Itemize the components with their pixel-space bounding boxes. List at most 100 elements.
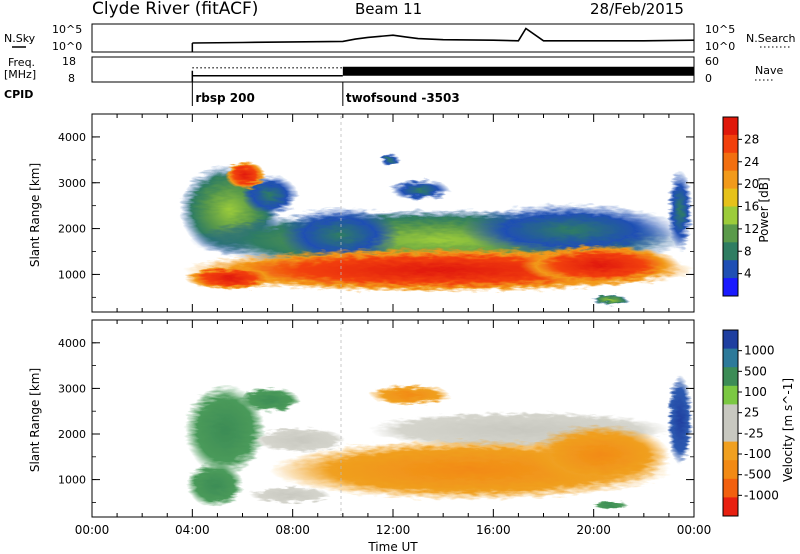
velocity-echo-blob <box>255 428 345 452</box>
power-echoes <box>180 154 695 305</box>
colorbar-swatch <box>723 206 738 225</box>
noise-left-tick-top: 10^5 <box>52 23 82 36</box>
velocity-xticks: 00:00 04:00 08:00 12:00 16:00 20:00 00:00 <box>75 320 712 537</box>
xtick-label: 08:00 <box>275 523 310 537</box>
power-echo-blob <box>225 161 265 189</box>
velocity-echo-blob <box>668 375 692 465</box>
ytick-label: 1000 <box>58 474 86 487</box>
nave-label: Nave <box>755 64 783 77</box>
noise-right-tick-top: 10^5 <box>705 23 735 36</box>
ytick-label: 2000 <box>58 223 86 236</box>
colorbar-tick-label: 24 <box>744 155 759 169</box>
power-echo-blob <box>390 180 450 200</box>
colorbar-swatch <box>723 278 738 297</box>
colorbar-swatch <box>723 170 738 190</box>
colorbar-swatch <box>723 441 738 461</box>
cpid-segment-label: rbsp 200 <box>195 91 254 105</box>
colorbar-swatch <box>723 188 738 207</box>
velocity-echo-blob <box>530 425 670 485</box>
xtick-label: 00:00 <box>677 523 712 537</box>
freq-left-tick-bottom: 8 <box>68 72 75 85</box>
xtick-label: 16:00 <box>476 523 511 537</box>
colorbar-tick-label: 25 <box>744 406 759 420</box>
colorbar-tick-label: 20 <box>744 177 759 191</box>
noise-series <box>191 27 695 52</box>
colorbar-tick-label: -1000 <box>744 488 779 502</box>
velocity-echo-blob <box>187 463 243 507</box>
velocity-ylabel: Slant Range [km] <box>28 368 42 472</box>
velocity-panel <box>91 319 695 518</box>
noise-left-tick-bottom: 10^0 <box>52 40 82 53</box>
colorbar-tick-label: 16 <box>744 200 759 214</box>
freq-label-line1: Freq. <box>8 56 35 69</box>
colorbar-tick-label: 12 <box>744 222 759 236</box>
date-title: 28/Feb/2015 <box>590 0 684 18</box>
xtick-label: 12:00 <box>376 523 411 537</box>
power-colorbar: 4 8 12 16 20 24 28 <box>722 116 759 297</box>
colorbar-frame <box>722 329 739 517</box>
xaxis-label: Time UT <box>367 540 418 554</box>
velocity-echo-blob <box>370 385 450 405</box>
power-yticks: 1000 2000 3000 4000 <box>58 113 694 298</box>
freq-band-twofsound <box>342 66 694 76</box>
colorbar-tick-label: 4 <box>744 267 752 281</box>
colorbar-swatch <box>723 242 738 261</box>
cpid-segments: rbsp 200 twofsound -3503 <box>191 82 460 106</box>
colorbar-swatch <box>723 152 738 172</box>
colorbar-tick-label: 8 <box>744 244 752 258</box>
power-ylabel: Slant Range [km] <box>28 163 42 267</box>
nave-right-tick-top: 60 <box>705 55 719 68</box>
ytick-label: 2000 <box>58 428 86 441</box>
colorbar-tick-label: 1000 <box>744 344 775 358</box>
colorbar-tick-label: 500 <box>744 364 767 378</box>
station-title: Clyde River (fitACF) <box>92 0 258 19</box>
nsky-line <box>192 27 695 44</box>
colorbar-swatch <box>723 385 738 405</box>
freq-series <box>191 66 694 82</box>
ytick-label: 3000 <box>58 177 86 190</box>
colorbar-tick-label: 100 <box>744 385 767 399</box>
colorbar-tick-label: -25 <box>744 426 764 440</box>
colorbar-swatch <box>723 224 738 243</box>
nave-right-tick-bottom: 0 <box>705 72 712 85</box>
power-echo-blob <box>380 154 400 166</box>
colorbar-tick-label: -500 <box>744 468 771 482</box>
colorbar-tick-label: 28 <box>744 132 759 146</box>
beam-title: Beam 11 <box>355 0 422 18</box>
velocity-colorbar-label: Velocity [m s^-1] <box>781 378 795 482</box>
colorbar-swatch <box>723 478 738 498</box>
colorbar-swatch <box>723 134 738 154</box>
colorbar-swatch <box>723 330 738 350</box>
colorbar-swatch <box>723 404 738 424</box>
ytick-label: 3000 <box>58 382 86 395</box>
freq-label-line2: [MHz] <box>4 68 36 81</box>
nsky-label: N.Sky <box>4 32 36 45</box>
colorbar-swatch <box>723 117 738 136</box>
xtick-label: 04:00 <box>175 523 210 537</box>
power-echo-blob <box>185 266 275 290</box>
colorbar-swatch <box>723 260 738 279</box>
colorbar-swatch <box>723 423 738 443</box>
velocity-echo-blob <box>185 385 265 475</box>
velocity-echo-blob <box>250 487 330 503</box>
xtick-label: 20:00 <box>576 523 611 537</box>
velocity-yticks: 1000 2000 3000 4000 <box>58 319 694 503</box>
nsearch-label: N.Search <box>746 32 796 45</box>
cpid-segment-label: twofsound -3503 <box>346 91 460 105</box>
colorbar-tick-label: -100 <box>744 447 771 461</box>
ytick-label: 4000 <box>58 337 86 350</box>
colorbar-swatch <box>723 460 738 480</box>
freq-left-tick-top: 18 <box>62 55 76 68</box>
velocity-echoes <box>185 375 692 509</box>
colorbar-swatch <box>723 348 738 368</box>
power-panel <box>91 113 695 313</box>
colorbar-swatch <box>723 367 738 387</box>
colorbar-swatch <box>723 497 738 517</box>
power-xticks <box>91 114 695 312</box>
noise-right-tick-bottom: 10^0 <box>705 40 735 53</box>
cpid-label: CPID <box>4 88 33 101</box>
xtick-label: 00:00 <box>75 523 110 537</box>
ytick-label: 4000 <box>58 131 86 144</box>
power-echo-blob <box>460 204 680 256</box>
